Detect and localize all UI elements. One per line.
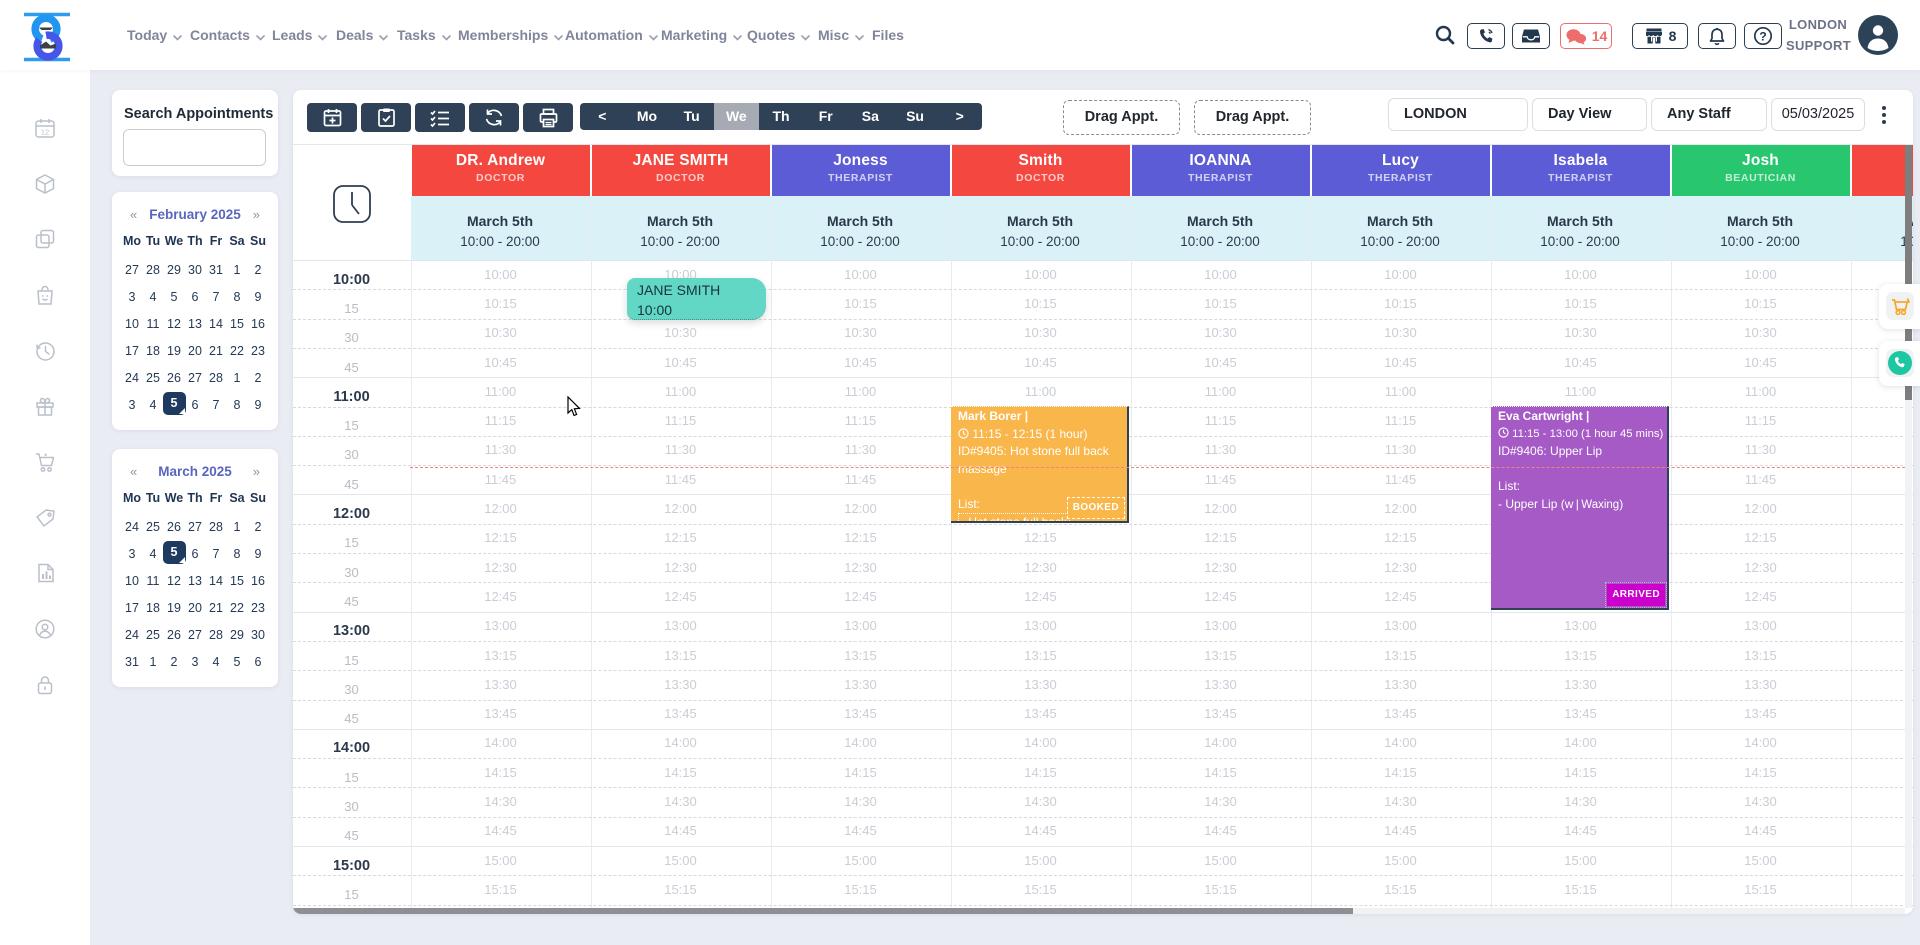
svg-text:12: 12 [41, 128, 49, 137]
svg-text:?: ? [1759, 30, 1766, 44]
